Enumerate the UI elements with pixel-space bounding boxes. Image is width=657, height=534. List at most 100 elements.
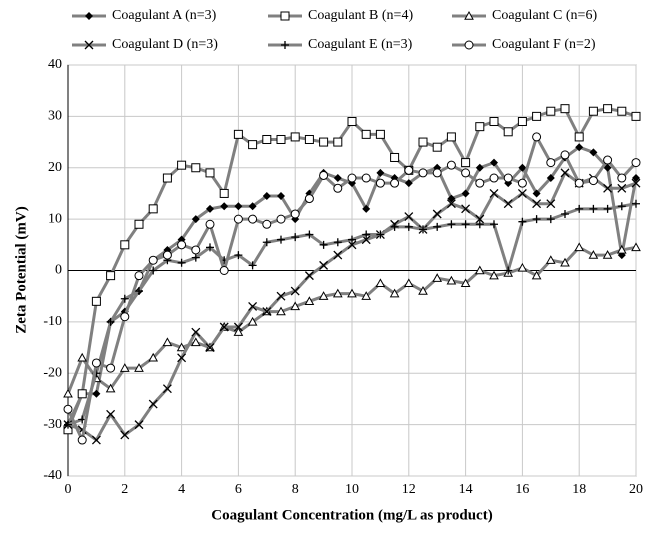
data-point [617, 183, 627, 193]
data-point [446, 199, 456, 209]
data-point [134, 420, 144, 430]
data-point [432, 209, 442, 219]
data-point [135, 287, 143, 296]
data-point [262, 307, 272, 317]
data-point [191, 163, 201, 173]
data-point [588, 176, 598, 186]
data-point [517, 188, 527, 198]
data-point [531, 270, 542, 280]
data-point [119, 363, 130, 372]
x-tick-label: 18 [572, 482, 586, 497]
data-point [333, 250, 343, 260]
data-point [575, 143, 584, 152]
data-point [148, 204, 158, 214]
data-point [461, 168, 471, 178]
data-point [233, 322, 243, 332]
data-point [404, 222, 413, 231]
data-point [348, 235, 356, 244]
data-point [162, 250, 172, 260]
data-point [162, 384, 172, 394]
data-point [574, 178, 584, 188]
data-point [277, 192, 285, 201]
y-tick-label: 30 [48, 109, 62, 124]
data-point [120, 240, 130, 250]
legend-label: Coagulant D (n=3) [112, 37, 218, 52]
data-point [233, 214, 243, 224]
legend-marker [464, 40, 474, 50]
y-tick-label: -10 [43, 314, 62, 329]
data-point [305, 230, 314, 239]
data-point [589, 204, 598, 213]
data-point [546, 199, 556, 209]
data-point [290, 132, 300, 142]
data-point [575, 204, 584, 213]
data-point [63, 404, 73, 414]
data-point [362, 204, 371, 213]
data-point [347, 173, 357, 183]
x-tick-label: 16 [515, 482, 529, 497]
data-point [631, 158, 641, 168]
data-point [105, 383, 116, 393]
data-point [475, 220, 484, 229]
data-point [276, 214, 286, 224]
data-point [77, 435, 87, 445]
data-point [362, 230, 371, 239]
legend-marker [84, 40, 94, 50]
data-point [149, 266, 158, 275]
data-point [489, 117, 499, 127]
data-point [191, 327, 201, 337]
data-point [333, 238, 342, 247]
y-tick-label: 40 [48, 57, 62, 72]
data-point [588, 106, 598, 116]
data-point [546, 158, 556, 168]
data-point [418, 286, 428, 295]
y-tick-label: -20 [43, 365, 62, 380]
data-point [304, 194, 314, 204]
data-point [375, 278, 386, 288]
data-point [461, 204, 471, 214]
data-point [390, 152, 400, 162]
data-point [546, 215, 555, 224]
data-point [205, 168, 215, 178]
data-point [248, 302, 258, 311]
data-point [589, 148, 598, 157]
data-point [262, 192, 271, 201]
data-point [190, 337, 201, 347]
data-point [602, 250, 613, 259]
data-point [319, 170, 329, 180]
data-point [632, 174, 640, 183]
data-point [347, 240, 357, 250]
data-point [191, 245, 201, 255]
data-point [347, 288, 357, 298]
data-point [532, 111, 542, 121]
data-point [332, 288, 343, 298]
data-point [248, 261, 257, 270]
data-point [304, 271, 314, 281]
data-point [504, 266, 513, 275]
data-point [120, 312, 130, 322]
data-point [64, 420, 72, 429]
data-point [532, 215, 541, 224]
data-point [560, 104, 570, 114]
data-point [574, 242, 585, 252]
data-point [433, 222, 442, 231]
data-point [106, 409, 116, 419]
data-point [233, 327, 244, 336]
data-point [262, 238, 271, 247]
legend-label: Coagulant B (n=4) [308, 8, 413, 23]
data-point [91, 435, 101, 445]
data-point [91, 296, 101, 306]
data-point [106, 317, 115, 326]
data-point [233, 129, 243, 139]
x-axis-title: Coagulant Concentration (mg/L as product… [211, 507, 492, 523]
data-point [276, 306, 286, 316]
data-point [632, 199, 640, 208]
data-point [404, 212, 414, 222]
x-tick-label: 10 [345, 482, 359, 497]
data-point [475, 214, 485, 224]
data-point [446, 275, 457, 285]
data-point [248, 140, 258, 150]
data-point [532, 189, 541, 198]
data-point [390, 178, 400, 188]
